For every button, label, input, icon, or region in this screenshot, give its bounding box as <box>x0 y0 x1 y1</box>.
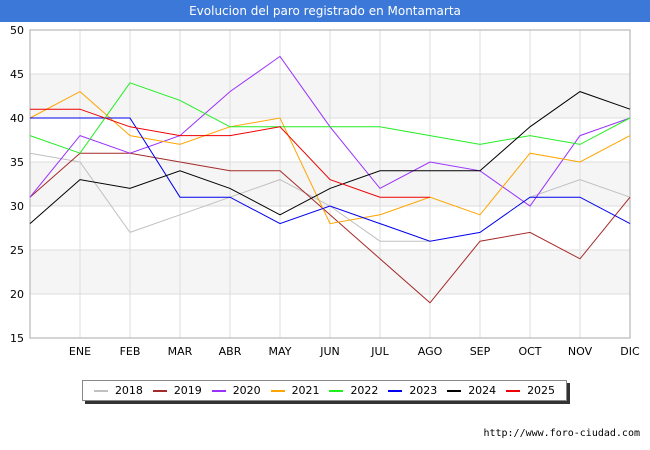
source-url: http://www.foro-ciudad.com <box>483 428 640 439</box>
legend-swatch <box>270 389 285 392</box>
x-tick-label: AGO <box>418 345 443 358</box>
series-line-2021 <box>29 90 631 225</box>
y-tick-label: 15 <box>10 332 24 345</box>
x-tick-label: ABR <box>219 345 242 358</box>
x-tick-label: FEB <box>120 345 141 358</box>
legend-label: 2019 <box>173 384 202 397</box>
x-tick-label: DIC <box>620 345 640 358</box>
legend-swatch <box>152 389 167 392</box>
legend-swatch <box>506 389 521 392</box>
series-line-2023 <box>30 117 631 242</box>
series-line-2024 <box>29 91 631 224</box>
y-tick-label: 25 <box>10 244 24 257</box>
chart-title-bar: Evolucion del paro registrado en Montama… <box>0 0 650 22</box>
legend-label: 2020 <box>232 384 261 397</box>
legend-item-2019: 2019 <box>152 384 202 397</box>
x-tick-label: OCT <box>518 345 541 358</box>
y-tick-label: 35 <box>10 156 24 169</box>
legend-item-2020: 2020 <box>211 384 261 397</box>
legend-item-2022: 2022 <box>329 384 378 397</box>
y-tick-label: 30 <box>10 200 24 213</box>
chart-legend: 2018 2019 2020 2021 2022 2023 2024 2025 <box>82 380 567 401</box>
legend-swatch <box>388 389 403 392</box>
series-line-2018 <box>529 179 631 198</box>
legend-item-2018: 2018 <box>93 384 143 397</box>
x-tick-label: MAR <box>168 345 193 358</box>
y-tick-label: 50 <box>10 24 24 37</box>
legend-swatch <box>447 389 462 392</box>
x-tick-label: JUL <box>370 345 389 358</box>
legend-item-2021: 2021 <box>270 384 320 397</box>
x-tick-label: JUN <box>319 345 340 358</box>
y-tick-label: 40 <box>10 112 24 125</box>
legend-swatch <box>329 389 344 392</box>
legend-item-2024: 2024 <box>447 384 496 397</box>
series-line-2025 <box>30 108 430 198</box>
x-tick-label: ENE <box>69 345 91 358</box>
plot-frame <box>29 29 631 339</box>
legend-item-2023: 2023 <box>388 384 437 397</box>
legend-label: 2021 <box>291 384 320 397</box>
series-line-2022 <box>29 82 631 154</box>
legend-label: 2023 <box>409 384 438 397</box>
y-tick-label: 20 <box>10 288 24 301</box>
legend-label: 2022 <box>350 384 379 397</box>
legend-label: 2018 <box>114 384 143 397</box>
legend-swatch <box>211 389 226 392</box>
x-tick-label: MAY <box>269 345 292 358</box>
chart-title: Evolucion del paro registrado en Montama… <box>189 4 461 18</box>
y-tick-label: 45 <box>10 68 24 81</box>
legend-label: 2024 <box>468 384 497 397</box>
legend-swatch <box>93 389 108 392</box>
legend-item-2025: 2025 <box>506 384 555 397</box>
x-tick-label: SEP <box>470 345 491 358</box>
x-tick-label: NOV <box>568 345 593 358</box>
legend-label: 2025 <box>527 384 556 397</box>
